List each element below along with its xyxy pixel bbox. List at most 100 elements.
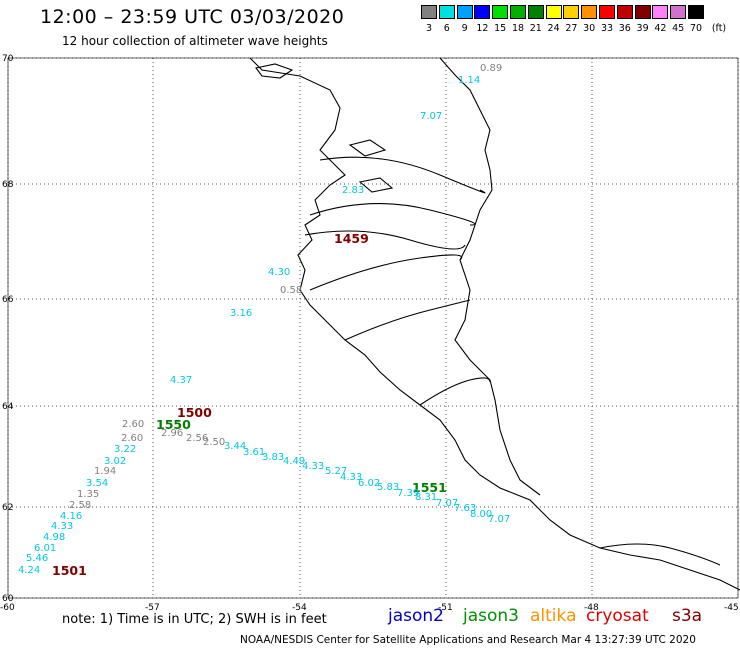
wave-height-label: 2.96 — [161, 428, 183, 439]
legend-label: 3 — [425, 23, 433, 34]
observation-labels: 0.891.14 7.07 2.83 1459 4.30 0.58 3.16 4.37 1500… — [18, 63, 510, 578]
wave-height-label: 3.54 — [86, 478, 108, 489]
legend-label: 36 — [618, 23, 631, 34]
fjord — [309, 203, 476, 226]
chart-subtitle: 12 hour collection of altimeter wave hei… — [62, 34, 328, 48]
wave-height-label: 7.39 — [397, 488, 419, 499]
pass-time-label: 1551 — [412, 480, 447, 495]
legend-label: 39 — [636, 23, 649, 34]
coast-main — [249, 57, 740, 591]
wave-height-label: 1.94 — [94, 466, 116, 477]
longitude-tick: -60 — [0, 603, 15, 613]
wave-height-label: 6.02 — [358, 478, 380, 489]
legend-swatch — [616, 5, 633, 19]
wave-height-label: 4.30 — [268, 267, 290, 278]
wave-height-label: 2.56 — [186, 433, 208, 444]
satellite-s3a: s3a — [672, 606, 703, 626]
legend-swatch — [438, 5, 455, 19]
wave-height-label: 7.07 — [488, 514, 510, 525]
legend-swatch — [634, 5, 651, 19]
island — [255, 63, 294, 79]
legend-swatch — [527, 5, 544, 19]
longitude-tick: -45 — [724, 603, 739, 613]
fjord — [419, 377, 491, 406]
wave-height-label: 0.89 — [480, 63, 502, 74]
wave-height-label: 6.01 — [34, 543, 56, 554]
map-frame — [7, 57, 739, 599]
wave-height-label: 4.37 — [170, 375, 192, 386]
wave-height-label: 4.24 — [18, 565, 40, 576]
longitude-tick: -51 — [438, 603, 453, 613]
pass-time-label: 1550 — [156, 417, 191, 432]
coast-inland — [439, 57, 541, 496]
longitude-tick: -48 — [584, 603, 599, 613]
wave-height-label: 4.98 — [43, 532, 65, 543]
wave-height-label: 8.00 — [470, 509, 492, 520]
legend-label: 18 — [511, 23, 525, 34]
wave-height-label: 4.33 — [340, 472, 362, 483]
legend-label: 12 — [476, 23, 489, 34]
wave-height-label: 2.83 — [342, 185, 364, 196]
satellite-jason2: jason2 — [388, 606, 444, 626]
pass-time-label: 1459 — [334, 231, 369, 246]
wave-height-label: 5.83 — [377, 482, 399, 493]
legend-swatch — [652, 5, 669, 19]
satellite-jason3: jason3 — [463, 606, 519, 626]
wave-height-label: 7.63 — [454, 503, 476, 514]
wave-height-label: 3.22 — [114, 444, 136, 455]
coastline — [249, 57, 740, 591]
legend-label: 6 — [443, 23, 450, 34]
wave-height-label: 3.61 — [243, 447, 265, 458]
legend-swatch — [456, 5, 473, 19]
legend-label: 21 — [529, 23, 542, 34]
wave-height-label: 8.31 — [415, 492, 437, 503]
island — [358, 177, 394, 193]
wave-height-label: 7.07 — [420, 111, 442, 122]
legend-swatch — [688, 5, 704, 19]
satellite-cryosat: cryosat — [586, 606, 649, 626]
legend-swatch — [492, 5, 509, 19]
wave-height-label: 2.58 — [69, 500, 91, 511]
legend-label: 42 — [654, 23, 667, 34]
legend-label: 70 — [689, 23, 703, 34]
footer-credit: NOAA/NESDIS Center for Satellite Applica… — [240, 634, 696, 646]
island — [348, 139, 387, 157]
latitude-tick: 60 — [2, 594, 14, 604]
legend-label: 27 — [565, 23, 578, 34]
satellite-altika: altika — [530, 606, 577, 626]
legend-label: 9 — [461, 23, 468, 34]
legend-swatch — [545, 5, 562, 19]
wave-height-label: 4.49 — [283, 456, 305, 467]
wave-height-label: 2.60 — [122, 419, 144, 430]
legend-swatch — [581, 5, 598, 19]
fjord — [344, 299, 471, 341]
wave-height-label: 7.07 — [436, 498, 458, 509]
wave-height-label: 3.44 — [224, 441, 246, 452]
pass-time-label: 1501 — [52, 563, 87, 578]
wave-height-label: 4.33 — [302, 461, 324, 472]
legend-swatch — [563, 5, 580, 19]
legend-swatch — [599, 5, 615, 19]
longitude-tick: -57 — [145, 603, 160, 613]
pass-time-label: 1500 — [177, 405, 212, 420]
wave-height-label: 3.83 — [262, 452, 284, 463]
legend-swatch — [421, 5, 437, 19]
legend-label: 15 — [494, 23, 507, 34]
legend-swatch — [474, 5, 491, 19]
units-note: note: 1) Time is in UTC; 2) SWH is in fe… — [62, 612, 327, 627]
longitude-tick: -54 — [292, 603, 307, 613]
fjord — [304, 230, 466, 250]
wave-height-label: 3.02 — [104, 456, 126, 467]
wave-height-label: 1.14 — [458, 75, 480, 86]
wave-height-label: 5.46 — [26, 553, 48, 564]
chart-title: 12:00 – 23:59 UTC 03/03/2020 — [40, 6, 345, 28]
legend-label: 33 — [600, 23, 614, 34]
wave-height-label: 2.60 — [121, 433, 143, 444]
fjord — [319, 156, 486, 194]
legend-label: 24 — [547, 23, 560, 34]
fjord — [599, 543, 721, 566]
wave-height-label: 3.16 — [230, 308, 252, 319]
wave-height-label: 4.16 — [60, 511, 82, 522]
legend-swatch — [670, 5, 687, 19]
